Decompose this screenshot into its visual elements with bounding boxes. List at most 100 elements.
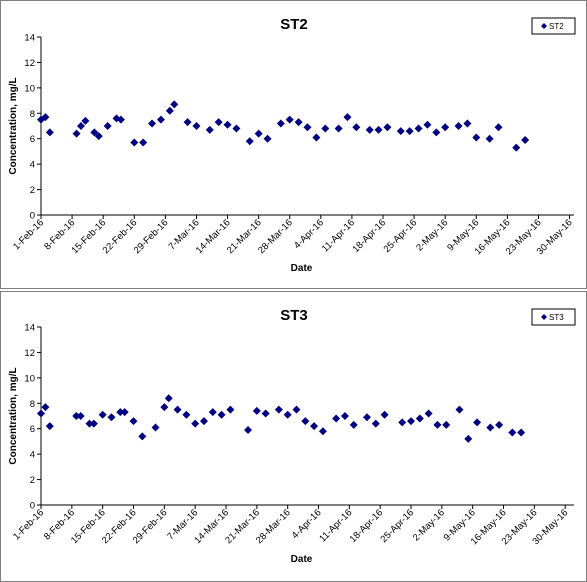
data-point [217, 410, 226, 419]
data-point [90, 128, 99, 137]
data-point [208, 408, 217, 417]
data-point [340, 412, 349, 420]
data-point [454, 122, 463, 130]
data-point [205, 125, 214, 134]
x-tick-label: 25-Apr-16 [382, 217, 420, 255]
data-point [263, 134, 272, 143]
data-point [76, 122, 85, 130]
data-point [89, 419, 98, 428]
data-point [362, 413, 371, 422]
data-point [139, 138, 148, 147]
data-point [116, 408, 125, 417]
data-point [98, 410, 107, 419]
data-point [41, 113, 50, 122]
data-point [130, 138, 139, 147]
series-st2 [37, 100, 530, 152]
data-point [301, 417, 310, 426]
data-point [76, 412, 85, 420]
chart-st2: ST2024681012141-Feb-168-Feb-1615-Feb-162… [8, 16, 576, 274]
data-point [398, 418, 407, 427]
y-tick-label: 8 [30, 109, 35, 120]
data-point [103, 122, 112, 130]
data-point [310, 422, 319, 431]
data-point [151, 423, 160, 432]
data-point [156, 115, 165, 124]
data-point [120, 408, 129, 417]
chart-title: ST3 [280, 307, 308, 324]
data-point [365, 125, 374, 134]
data-point [433, 420, 442, 429]
x-axis-label: Date [291, 554, 313, 565]
data-point [441, 123, 450, 132]
data-point [380, 410, 389, 419]
chart-title: ST2 [280, 16, 308, 33]
chart-panel-st3: ST3 0 2 4 6 8 10 12 14 1-Feb-16 8-Feb-16 15-Feb-16 2… [0, 291, 587, 582]
data-point [464, 434, 473, 443]
data-point [138, 432, 147, 441]
data-point [472, 133, 481, 142]
legend-box [531, 308, 576, 326]
x-tick-label: 1-Feb-16 [11, 507, 46, 542]
x-tick-label: 28-Mar-16 [256, 217, 295, 256]
data-point [182, 410, 191, 419]
data-point [244, 425, 253, 434]
data-point [173, 405, 182, 414]
x-axis-label: Date [291, 263, 313, 274]
data-point [423, 120, 432, 129]
data-point [276, 119, 285, 128]
y-tick-label: 0 [30, 501, 35, 512]
y-tick-label: 8 [30, 399, 35, 410]
data-point [199, 417, 208, 426]
data-point [129, 417, 138, 426]
legend-marker [541, 314, 547, 320]
data-point [85, 419, 94, 428]
data-point [486, 423, 495, 432]
x-tick-label: 1-Feb-16 [11, 217, 46, 252]
data-point [72, 412, 81, 420]
data-point [254, 129, 263, 138]
data-point [334, 124, 343, 133]
x-tick-label: 2-May-16 [411, 507, 447, 543]
data-point [512, 143, 521, 152]
data-point [107, 413, 116, 422]
data-point [407, 417, 416, 426]
y-tick-label: 14 [24, 33, 35, 44]
data-point [94, 132, 103, 141]
legend: ST2 [531, 17, 576, 35]
data-point [37, 409, 45, 418]
y-tick-label: 4 [30, 160, 35, 171]
data-point [415, 414, 424, 423]
data-point [45, 422, 54, 431]
data-point [332, 414, 341, 423]
data-point [292, 405, 301, 414]
data-point [343, 113, 352, 122]
y-tick-label: 10 [24, 373, 35, 384]
data-point [473, 418, 482, 427]
y-tick-label: 14 [24, 323, 35, 334]
data-point [165, 106, 174, 115]
data-point [285, 115, 294, 124]
data-point [245, 137, 254, 146]
y-tick-label: 2 [30, 475, 35, 486]
data-point [521, 135, 530, 144]
data-point [396, 127, 405, 136]
data-point [283, 410, 292, 419]
data-point [517, 428, 526, 437]
data-point [41, 403, 50, 412]
data-point [81, 116, 90, 125]
data-point [294, 118, 303, 127]
data-point [383, 123, 392, 132]
data-point [148, 119, 157, 128]
y-tick-label: 0 [30, 211, 35, 222]
data-point [160, 403, 169, 412]
data-point [214, 118, 223, 127]
data-point [226, 405, 235, 414]
data-point [424, 409, 433, 418]
data-point [303, 123, 312, 132]
legend-label: ST2 [549, 22, 564, 31]
data-point [508, 428, 517, 437]
data-point [442, 420, 451, 429]
data-point [318, 427, 327, 436]
data-point [192, 122, 201, 130]
y-tick-label: 10 [24, 83, 35, 94]
